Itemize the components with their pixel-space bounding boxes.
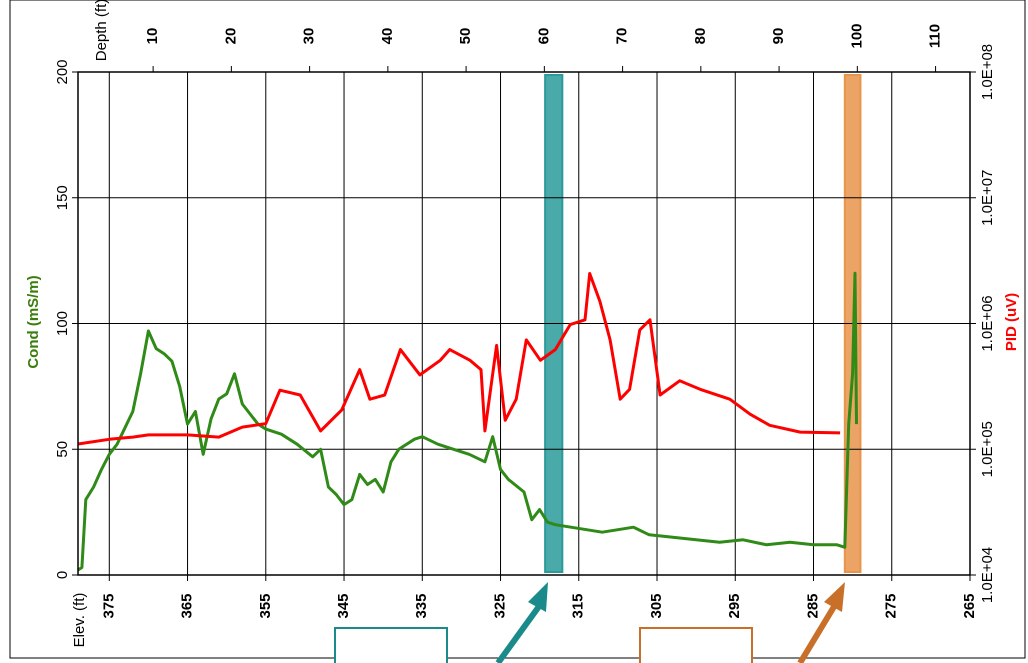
y2-tick-label: 1.0E+04 (979, 547, 996, 603)
arrow (495, 603, 543, 663)
x-tick-label: 355 (257, 593, 274, 618)
y2-axis-label: PID (uV) (1003, 293, 1020, 351)
x2-tick-label: 100 (848, 23, 865, 48)
x2-tick-label: 90 (770, 28, 787, 45)
x2-axis-label: Depth (ft) (93, 0, 110, 61)
y2-tick-label: 1.0E+07 (979, 170, 996, 226)
arrow (797, 603, 838, 663)
x-tick-label: 375 (100, 593, 117, 618)
x-tick-label: 295 (726, 593, 743, 618)
y-tick-label: 200 (54, 59, 71, 84)
x2-tick-label: 80 (692, 28, 709, 45)
x-tick-label: 335 (413, 593, 430, 618)
y-tick-label: 50 (54, 441, 71, 458)
y-tick-label: 100 (54, 311, 71, 336)
arrow-head (824, 582, 845, 612)
arrow-head (528, 582, 548, 612)
y2-tick-label: 1.0E+05 (979, 421, 996, 477)
x2-tick-label: 10 (144, 28, 161, 45)
y-tick-label: 0 (54, 571, 71, 579)
x-tick-label: 315 (570, 593, 587, 618)
x-tick-label: 265 (961, 593, 978, 618)
y-tick-label: 150 (54, 185, 71, 210)
callout-box (639, 627, 753, 663)
x-tick-label: 305 (648, 593, 665, 618)
x-axis-label: Elev. (ft) (71, 593, 88, 648)
x-tick-label: 365 (179, 593, 196, 618)
x2-tick-label: 40 (379, 28, 396, 45)
y2-tick-label: 1.0E+08 (979, 44, 996, 100)
x2-tick-label: 20 (222, 28, 239, 45)
x2-tick-label: 110 (927, 24, 944, 48)
data-line (77, 271, 858, 572)
y2-tick-label: 1.0E+06 (979, 295, 996, 351)
x2-tick-label: 30 (301, 28, 318, 45)
x2-tick-label: 70 (614, 28, 631, 45)
data-line (77, 272, 841, 446)
x-tick-label: 275 (883, 593, 900, 618)
x2-tick-label: 60 (535, 28, 552, 45)
y-axis-label: Cond (mS/m) (25, 275, 42, 368)
x-tick-label: 345 (335, 593, 352, 618)
callout-box (334, 627, 448, 663)
frame (9, 0, 1026, 659)
x2-tick-label: 50 (457, 28, 474, 45)
x-tick-label: 325 (491, 593, 508, 618)
x-tick-label: 285 (804, 593, 821, 618)
plot-area (77, 71, 971, 576)
